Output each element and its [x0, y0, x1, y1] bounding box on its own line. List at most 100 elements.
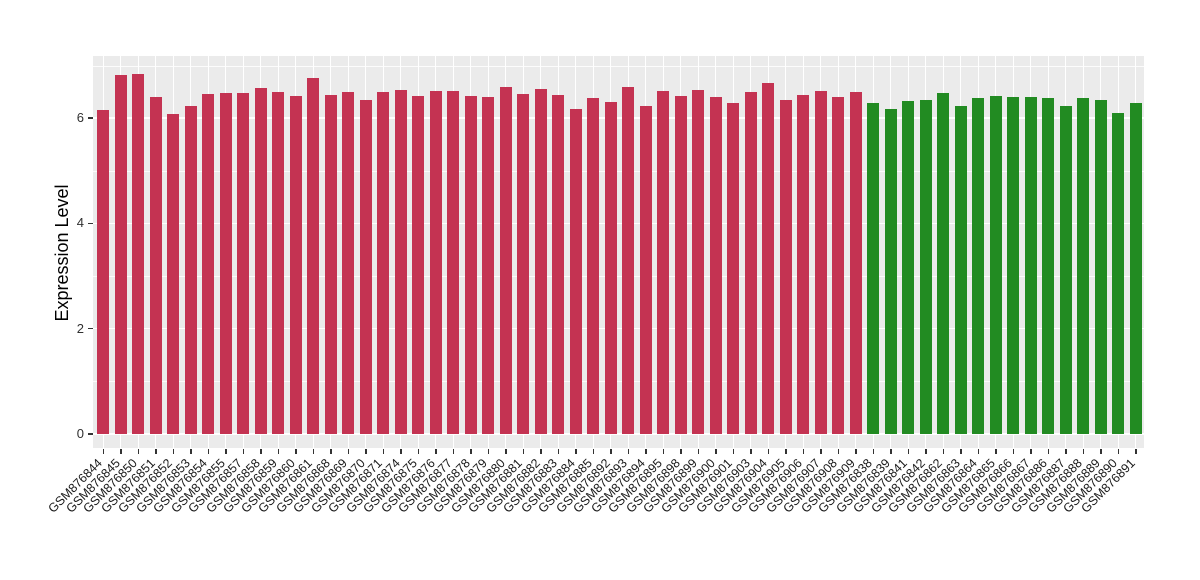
- bar: [289, 95, 302, 434]
- x-axis-tick: [365, 449, 367, 454]
- bar: [254, 87, 267, 434]
- bar: [604, 101, 617, 434]
- bar: [412, 95, 425, 434]
- y-axis-tick: [87, 433, 93, 435]
- x-axis-tick: [837, 449, 840, 454]
- bar: [447, 90, 460, 434]
- bar: [832, 96, 845, 434]
- x-axis-tick: [855, 449, 857, 454]
- x-axis-tick: [1012, 449, 1015, 454]
- bar: [184, 105, 197, 434]
- x-axis-tick: [995, 449, 997, 454]
- bar: [307, 78, 320, 434]
- x-axis-tick: [645, 449, 647, 454]
- bar: [779, 99, 792, 434]
- gridline-horizontal-minor: [93, 381, 1144, 383]
- y-tick-label: 6: [76, 110, 84, 126]
- bar: [114, 74, 127, 434]
- x-axis-tick: [1065, 449, 1067, 454]
- x-axis-tick: [662, 449, 665, 454]
- bar: [1042, 98, 1055, 434]
- gridline-horizontal-minor: [93, 65, 1144, 67]
- bar: [132, 74, 145, 434]
- bar: [814, 91, 827, 434]
- bar: [482, 97, 495, 434]
- bar: [272, 92, 285, 434]
- y-tick-label: 4: [76, 215, 84, 231]
- bar: [867, 103, 880, 434]
- bar: [552, 95, 565, 434]
- bar: [97, 110, 110, 434]
- bar: [359, 99, 372, 434]
- x-axis-tick: [575, 449, 577, 454]
- x-axis-tick: [470, 449, 472, 454]
- x-axis-tick: [767, 449, 770, 454]
- x-axis-tick: [1047, 449, 1050, 454]
- bar: [622, 87, 635, 434]
- bar: [954, 105, 967, 434]
- x-axis-tick: [102, 449, 105, 454]
- bar: [657, 90, 670, 434]
- bar: [762, 83, 775, 434]
- bar: [639, 105, 652, 434]
- bar: [744, 92, 757, 434]
- x-axis-tick: [750, 449, 752, 454]
- x-axis-tick: [627, 449, 630, 454]
- bar: [394, 89, 407, 434]
- bar: [324, 95, 337, 434]
- bar: [1129, 103, 1142, 434]
- bar: [1112, 112, 1125, 434]
- x-axis-tick: [347, 449, 350, 454]
- bar: [1077, 98, 1090, 434]
- x-axis-tick: [557, 449, 560, 454]
- bar: [1024, 97, 1037, 434]
- x-axis-tick: [207, 449, 210, 454]
- x-axis-tick: [295, 449, 297, 454]
- bar: [692, 89, 705, 434]
- bar: [534, 89, 547, 434]
- x-axis-tick: [1100, 449, 1102, 454]
- bar: [464, 95, 477, 434]
- y-tick-label: 2: [76, 320, 84, 336]
- bar: [797, 94, 810, 434]
- x-axis-tick: [872, 449, 875, 454]
- x-axis-tick: [487, 449, 490, 454]
- bar: [972, 97, 985, 434]
- gridline-horizontal-major: [93, 327, 1144, 330]
- x-axis-tick: [1117, 449, 1120, 454]
- x-axis-tick: [907, 449, 910, 454]
- x-axis-tick: [820, 449, 822, 454]
- bar: [989, 95, 1002, 434]
- x-axis-tick: [382, 449, 385, 454]
- x-axis-tick: [172, 449, 175, 454]
- bar: [167, 114, 180, 434]
- x-axis-tick: [540, 449, 542, 454]
- gridline-horizontal-major: [93, 433, 1144, 435]
- bar: [902, 101, 915, 434]
- bar: [1007, 96, 1020, 434]
- x-axis-tick: [400, 449, 402, 454]
- bar: [919, 100, 932, 434]
- x-axis-tick: [942, 449, 945, 454]
- bar: [342, 92, 355, 434]
- x-axis-tick: [155, 449, 157, 454]
- x-axis-tick: [190, 449, 192, 454]
- x-axis-tick: [137, 449, 140, 454]
- bar: [219, 92, 232, 434]
- bar: [499, 87, 512, 434]
- bar: [884, 109, 897, 434]
- x-axis-tick: [680, 449, 682, 454]
- bar: [202, 94, 215, 434]
- x-axis-tick: [435, 449, 437, 454]
- x-axis-tick: [1030, 449, 1032, 454]
- x-axis-tick: [242, 449, 245, 454]
- x-axis-tick: [925, 449, 927, 454]
- bar: [377, 91, 390, 434]
- bar: [674, 95, 687, 434]
- x-axis-tick: [715, 449, 717, 454]
- x-axis-tick: [960, 449, 962, 454]
- x-axis-tick: [1082, 449, 1085, 454]
- x-axis-tick: [732, 449, 735, 454]
- y-axis-tick: [87, 327, 93, 330]
- gridline-horizontal-major: [93, 117, 1144, 119]
